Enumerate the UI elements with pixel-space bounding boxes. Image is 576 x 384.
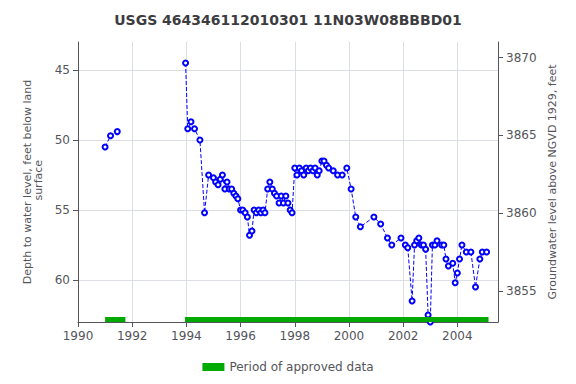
svg-text:Depth to water level, feet bel: Depth to water level, feet below land — [20, 79, 34, 285]
svg-text:2002: 2002 — [388, 329, 419, 343]
svg-text:3860: 3860 — [506, 206, 537, 220]
svg-text:50: 50 — [55, 133, 70, 147]
svg-text:Period of approved data: Period of approved data — [229, 360, 373, 374]
svg-text:3865: 3865 — [506, 128, 537, 142]
svg-text:surface: surface — [32, 160, 45, 204]
svg-text:Groundwater level above NGVD 1: Groundwater level above NGVD 1929, feet — [546, 64, 559, 300]
svg-text:3870: 3870 — [506, 51, 537, 65]
svg-text:USGS 464346112010301 11N03W08B: USGS 464346112010301 11N03W08BBBD01 — [114, 12, 462, 28]
svg-text:1998: 1998 — [280, 329, 311, 343]
svg-text:1990: 1990 — [63, 329, 94, 343]
svg-text:3855: 3855 — [506, 284, 537, 298]
svg-text:1992: 1992 — [117, 329, 148, 343]
svg-text:1994: 1994 — [171, 329, 202, 343]
svg-text:2004: 2004 — [442, 329, 473, 343]
svg-text:55: 55 — [55, 203, 70, 217]
svg-text:1996: 1996 — [225, 329, 256, 343]
svg-text:60: 60 — [55, 273, 70, 287]
svg-text:2000: 2000 — [334, 329, 365, 343]
svg-text:45: 45 — [55, 63, 70, 77]
